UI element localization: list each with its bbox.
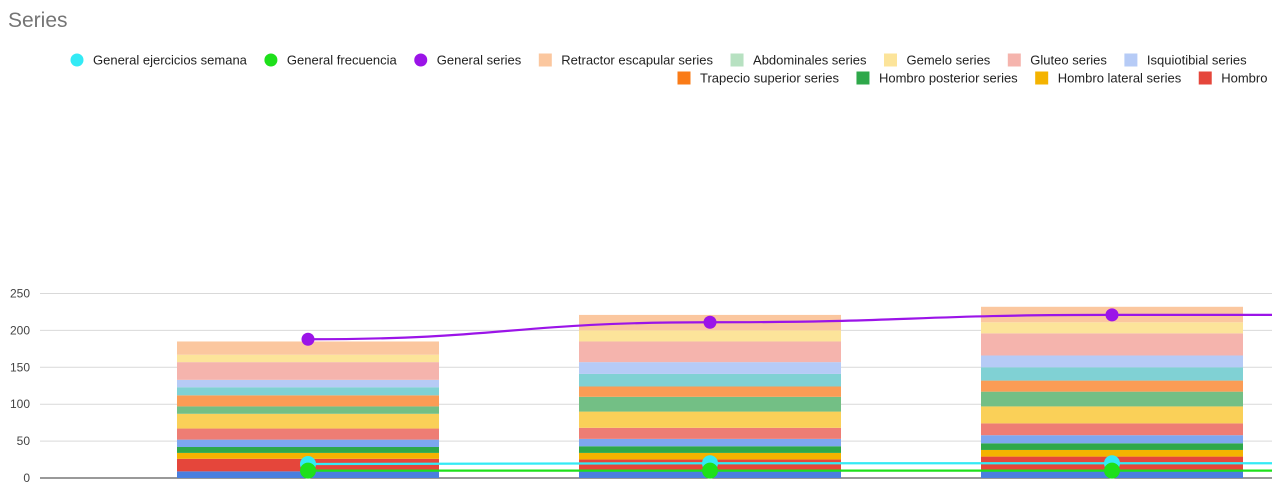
series-point xyxy=(301,332,315,346)
legend-label: Hombro xyxy=(1221,71,1267,86)
legend-marker xyxy=(538,53,552,67)
y-tick-label: 250 xyxy=(10,287,30,301)
series-point xyxy=(1104,462,1120,479)
series-point xyxy=(703,315,717,329)
legend-label: General series xyxy=(437,53,522,68)
series-point xyxy=(300,462,316,479)
bar-segment xyxy=(177,387,439,396)
bar-segment xyxy=(579,446,841,453)
legend-marker xyxy=(883,53,897,67)
legend-marker xyxy=(1035,71,1049,85)
legend-label: Retractor escapular series xyxy=(561,53,713,68)
legend-marker xyxy=(1007,53,1021,67)
y-tick-label: 200 xyxy=(10,323,30,337)
bar-segment xyxy=(177,439,439,448)
bar-segment xyxy=(579,373,841,387)
bar-segment xyxy=(579,438,841,447)
legend-label: Abdominales series xyxy=(753,53,867,68)
legend-label: General ejercicios semana xyxy=(93,53,248,68)
legend-marker xyxy=(1198,71,1212,85)
y-tick-label: 0 xyxy=(23,471,30,482)
bar-segment xyxy=(177,452,439,459)
series-point xyxy=(702,462,718,479)
bar-segment xyxy=(177,413,439,429)
bar-segment xyxy=(981,443,1243,450)
bar-segment xyxy=(981,322,1243,334)
legend-marker xyxy=(264,53,278,67)
bar-segment xyxy=(579,411,841,428)
legend-marker xyxy=(677,71,691,85)
legend-marker xyxy=(730,53,744,67)
bar-segment xyxy=(981,406,1243,424)
legend-label: Gemelo series xyxy=(906,53,990,68)
bar-segment xyxy=(579,427,841,439)
bar-segment xyxy=(177,354,439,363)
legend-marker xyxy=(1124,53,1138,67)
chart-title: Series xyxy=(8,9,68,32)
legend-marker xyxy=(856,71,870,85)
bar-segment xyxy=(981,333,1243,356)
bar-segment xyxy=(981,367,1243,381)
bar-segment xyxy=(579,396,841,412)
bar-segment xyxy=(981,380,1243,392)
legend-label: Hombro posterior series xyxy=(879,71,1018,86)
bar-segment xyxy=(177,406,439,414)
legend-label: Trapecio superior series xyxy=(700,71,839,86)
bar-segment xyxy=(177,362,439,380)
bar-segment xyxy=(579,330,841,342)
bar-segment xyxy=(981,449,1243,457)
series-point xyxy=(1105,308,1119,322)
bar-segment xyxy=(177,379,439,388)
legend-label: Hombro lateral series xyxy=(1058,71,1182,86)
bar-segment xyxy=(177,428,439,440)
legend-label: Isquiotibial series xyxy=(1147,53,1247,68)
series-line xyxy=(307,313,1272,341)
bar-segment xyxy=(177,395,439,407)
bar-segment xyxy=(981,391,1243,407)
bar-segment xyxy=(981,355,1243,368)
legend-label: Gluteo series xyxy=(1030,53,1107,68)
legend-marker xyxy=(70,53,84,67)
bar-segment xyxy=(981,423,1243,436)
bar-segment xyxy=(579,362,841,374)
bar-segment xyxy=(981,435,1243,444)
legend-marker xyxy=(414,53,428,67)
bar-segment xyxy=(177,341,439,355)
y-tick-label: 150 xyxy=(10,360,30,374)
bar-segment xyxy=(579,386,841,397)
bar-segment xyxy=(579,341,841,363)
bar-segment xyxy=(177,447,439,453)
y-tick-label: 100 xyxy=(10,397,30,411)
legend-label: General frecuencia xyxy=(287,53,398,68)
y-tick-label: 50 xyxy=(17,434,31,448)
series-line xyxy=(307,462,1272,466)
